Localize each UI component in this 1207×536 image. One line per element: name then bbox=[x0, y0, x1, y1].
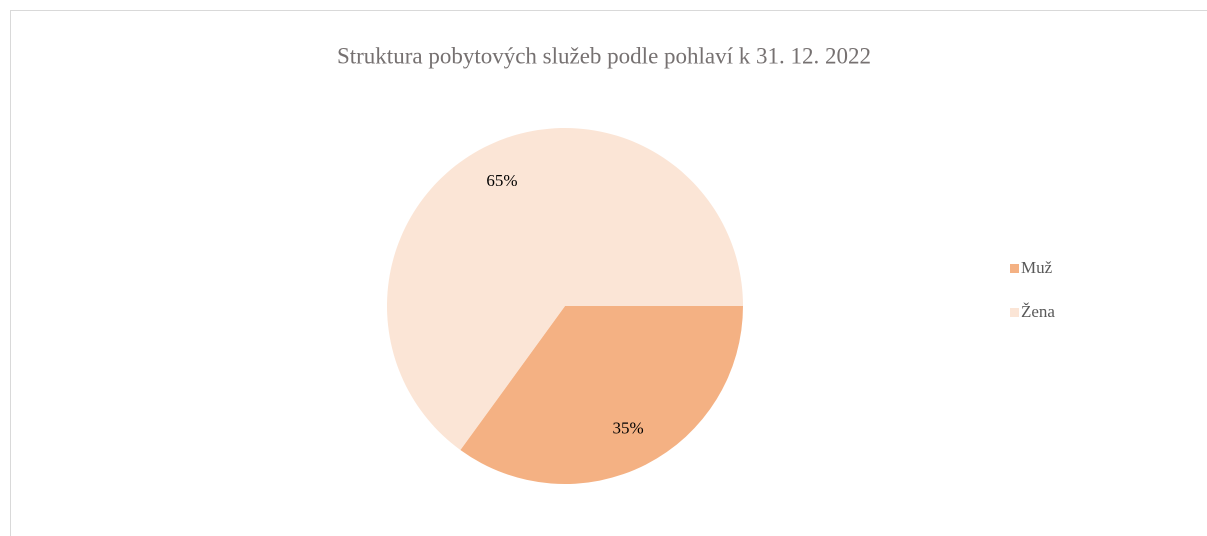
pie-slice bbox=[460, 306, 743, 484]
data-label: 35% bbox=[612, 419, 643, 438]
pie-slice bbox=[386, 127, 743, 451]
chart-title: Struktura pobytových služeb podle pohlav… bbox=[337, 43, 871, 68]
legend-swatch bbox=[1010, 264, 1019, 273]
legend-swatch bbox=[1010, 308, 1019, 317]
legend-label: Muž bbox=[1021, 258, 1053, 277]
data-label: 65% bbox=[486, 171, 517, 190]
legend-label: Žena bbox=[1021, 302, 1055, 321]
